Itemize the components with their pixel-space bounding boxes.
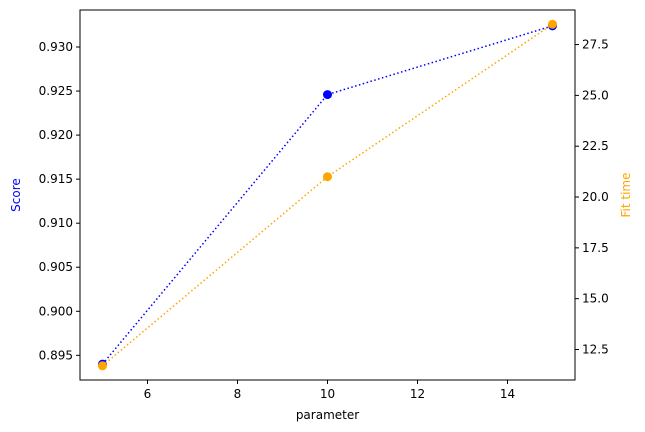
right-y-tick-label: 22.5: [582, 139, 609, 153]
left-y-tick-label: 0.930: [39, 40, 73, 54]
left-y-tick-label: 0.915: [39, 172, 73, 186]
x-tick-label: 14: [500, 387, 515, 401]
x-tick-label: 6: [144, 387, 152, 401]
x-axis-label: parameter: [296, 408, 359, 422]
left-y-tick-label: 0.910: [39, 216, 73, 230]
series-1-point: [323, 90, 332, 100]
left-y-tick-label: 0.895: [39, 348, 73, 362]
left-y-tick-label: 0.925: [39, 84, 73, 98]
left-y-tick-label: 0.920: [39, 128, 73, 142]
series-1-line: [101, 25, 553, 365]
x-axis-ticks: 6 8 10 12 14: [144, 380, 515, 401]
series-layer: [98, 19, 557, 371]
x-tick-label: 8: [234, 387, 242, 401]
right-y-tick-label: 17.5: [582, 241, 609, 255]
left-y-axis-label: Score: [9, 178, 23, 212]
x-tick-label: 10: [320, 387, 335, 401]
left-y-tick-label: 0.905: [39, 260, 73, 274]
right-y-tick-label: 12.5: [582, 343, 609, 357]
right-y-tick-label: 25.0: [582, 88, 609, 102]
left-y-axis-ticks: 0.895 0.900 0.905 0.910 0.915 0.920 0.925 0.930: [39, 40, 80, 362]
right-y-axis-ticks: 12.5 15.0 17.5 20.0 22.5 25.0 27.5: [575, 38, 609, 357]
series-2-point: [323, 172, 332, 182]
right-y-tick-label: 15.0: [582, 292, 609, 306]
series-2-point: [98, 361, 107, 371]
x-tick-label: 12: [410, 387, 425, 401]
right-y-tick-label: 27.5: [582, 38, 609, 52]
right-y-axis-label: Fit time: [619, 173, 633, 218]
right-y-tick-label: 20.0: [582, 190, 609, 204]
left-y-tick-label: 0.900: [39, 304, 73, 318]
series-2-point: [548, 19, 557, 29]
